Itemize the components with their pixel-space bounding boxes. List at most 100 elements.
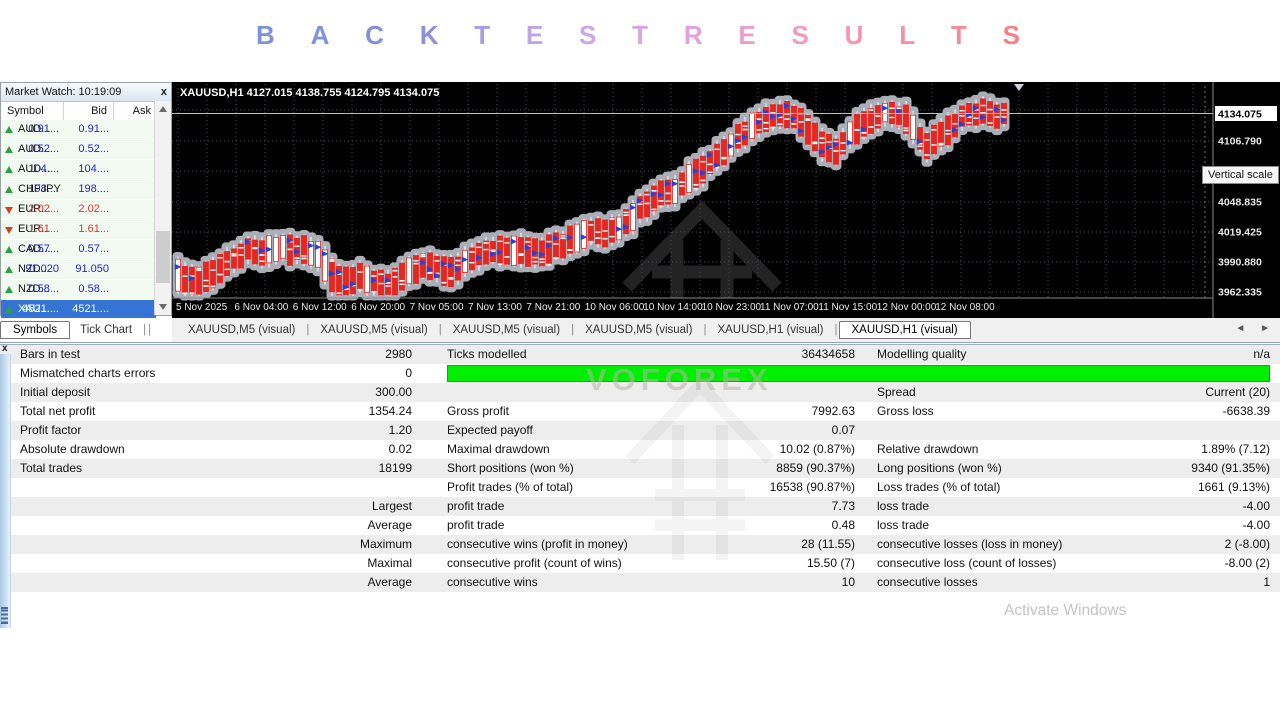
report-table: Bars in test 2980 Ticks modelled 36434658 Mo… xyxy=(0,344,1280,592)
symbol-cell: NZD... xyxy=(18,283,50,295)
bid-cell: 0.91... xyxy=(28,123,59,135)
symbol-cell: AUD... xyxy=(18,163,51,175)
market-watch-row[interactable]: CHFJPY 198.... 198.... xyxy=(1,180,156,200)
chart-watermark xyxy=(622,200,782,298)
price-label: 4048.835 xyxy=(1218,197,1262,209)
time-label: 11 Nov 15:00 xyxy=(818,302,877,313)
current-price-text: 4134.075 xyxy=(1218,109,1262,121)
stat-value: 0 xyxy=(405,366,412,380)
title-letter: B xyxy=(256,20,275,50)
up-arrow-icon xyxy=(5,166,13,173)
stat-value: 10.02 (0.87%) xyxy=(779,442,855,456)
bid-cell: 0.57... xyxy=(28,243,59,255)
title-letter: T xyxy=(474,20,491,50)
stat-value: 1.20 xyxy=(388,423,412,437)
title-letter: L xyxy=(899,20,916,50)
stat-label: consecutive wins (profit in money) xyxy=(447,537,628,551)
market-watch-row[interactable]: XAU... 4521.... 4521.... xyxy=(1,300,156,320)
market-watch-row[interactable]: AUD... 104.... 104.... xyxy=(1,160,156,180)
stat-label: Maximal drawdown xyxy=(447,442,550,456)
title-letter: R xyxy=(683,20,703,50)
time-label: 10 Nov 23:00 xyxy=(702,302,762,313)
close-icon[interactable]: x xyxy=(2,343,8,354)
column-bid: Bid xyxy=(91,105,107,117)
stat-label: loss trade xyxy=(877,499,930,513)
report-row: Mismatched charts errors 0 xyxy=(0,364,1280,383)
close-icon[interactable]: x xyxy=(160,86,167,98)
title-letter: K xyxy=(419,20,439,50)
stat-label: Total trades xyxy=(20,461,83,475)
tab-separator: | xyxy=(571,324,575,336)
stat-value: 0.02 xyxy=(388,442,412,456)
title-letter: S xyxy=(1002,20,1020,50)
chart-tab[interactable]: XAUUSD,M5 (visual) xyxy=(188,324,296,336)
ask-cell: 0.57... xyxy=(78,243,109,255)
tab-nav: ◄ ► xyxy=(1235,323,1276,334)
stat-label: Loss trades (% of total) xyxy=(877,480,1001,494)
market-watch-tab-tick-chart[interactable]: Tick Chart xyxy=(80,324,133,336)
market-watch-rows: AUD... 0.91... 0.91... AUD... 0.52... 0.52...… xyxy=(1,120,156,320)
scrollbar-thumb[interactable] xyxy=(156,231,170,283)
ask-cell: 2.02... xyxy=(78,203,109,215)
stat-value: -4.00 xyxy=(1242,499,1270,513)
time-label: 7 Nov 21:00 xyxy=(526,302,580,313)
modelling-quality-bar xyxy=(447,365,1270,382)
column-divider xyxy=(63,102,64,121)
time-label: 6 Nov 12:00 xyxy=(293,302,347,313)
report-row: Bars in test 2980 Ticks modelled 36434658 Mo… xyxy=(0,345,1280,364)
market-watch-row[interactable]: AUD... 0.52... 0.52... xyxy=(1,140,156,160)
chart-title: XAUUSD,H1 4127.015 4138.755 4124.795 413… xyxy=(180,87,439,99)
ask-cell: 104.... xyxy=(78,163,109,175)
price-label: 3962.335 xyxy=(1218,287,1262,299)
ask-cell: 0.91... xyxy=(78,123,109,135)
price-chart[interactable]: 5 Nov 2025 6 Nov 04:00 6 Nov 12:00 6 Nov 20… xyxy=(172,82,1280,318)
stat-value: 7992.63 xyxy=(811,404,855,418)
title-letter: E xyxy=(525,20,544,50)
ask-cell: 1.61... xyxy=(78,223,109,235)
stat-value: 36434658 xyxy=(801,347,855,361)
price-label: 4106.790 xyxy=(1218,136,1262,148)
time-label: 11 Nov 07:00 xyxy=(760,302,819,313)
stat-value: 2980 xyxy=(385,347,412,361)
stat-label: profit trade xyxy=(447,499,505,513)
scroll-up-button[interactable] xyxy=(155,101,171,117)
tab-separator: | xyxy=(148,324,152,336)
chart-tab[interactable]: XAUUSD,H1 (visual) xyxy=(717,324,824,336)
stat-value: 1.89% (7.12) xyxy=(1201,442,1270,456)
scroll-down-button[interactable] xyxy=(155,299,171,315)
market-watch-row[interactable]: EUR... 2.02... 2.02... xyxy=(1,200,156,220)
stat-label: loss trade xyxy=(877,518,930,532)
market-watch-header: Symbol Bid Ask xyxy=(1,102,171,122)
market-watch-row[interactable]: NZD... 0.58... 0.58... xyxy=(1,280,156,300)
chart-tab[interactable]: XAUUSD,H1 (visual) xyxy=(838,320,971,339)
market-watch-row[interactable]: NZD... 91.020 91.050 xyxy=(1,260,156,280)
stat-value: 0.48 xyxy=(831,518,855,532)
report-row: Profit trades (% of total) 16538 (90.87%)… xyxy=(0,478,1280,497)
report-row: Average consecutive wins 10 consecutive los… xyxy=(0,573,1280,592)
activate-windows-text: Activate Windows xyxy=(1004,602,1127,619)
market-watch-row[interactable]: AUD... 0.91... 0.91... xyxy=(1,120,156,140)
scrollbar[interactable] xyxy=(154,101,171,315)
chart-tab[interactable]: XAUUSD,M5 (visual) xyxy=(320,324,428,336)
market-watch-tab-symbols[interactable]: Symbols xyxy=(0,320,71,339)
panel-handle-icon[interactable] xyxy=(1,607,8,624)
tab-scroll-left-icon[interactable]: ◄ xyxy=(1235,323,1252,334)
ask-cell: 91.050 xyxy=(75,263,109,275)
title-letter: A xyxy=(310,20,330,50)
market-watch-row[interactable]: CAD... 0.57... 0.57... xyxy=(1,240,156,260)
stat-value: 1354.24 xyxy=(368,404,412,418)
tab-strip: Symbols Tick Chart | | XAUUSD,M5 (visual) | X… xyxy=(0,318,1280,343)
chart-tab[interactable]: XAUUSD,M5 (visual) xyxy=(452,324,561,336)
ask-cell: 0.58... xyxy=(78,283,109,295)
tab-scroll-right-icon[interactable]: ► xyxy=(1260,323,1276,334)
stat-value: -4.00 xyxy=(1242,518,1270,532)
stat-label: Relative drawdown xyxy=(877,442,979,456)
market-watch-row[interactable]: EUR... 1.61... 1.61... xyxy=(1,220,156,240)
symbol-cell: AUD... xyxy=(18,123,51,135)
stat-value: Current (20) xyxy=(1205,385,1270,399)
symbol-cell: XAU... xyxy=(18,303,50,315)
market-watch-tabs: Symbols Tick Chart | | xyxy=(0,318,172,342)
chart-tab[interactable]: XAUUSD,M5 (visual) xyxy=(585,324,693,336)
